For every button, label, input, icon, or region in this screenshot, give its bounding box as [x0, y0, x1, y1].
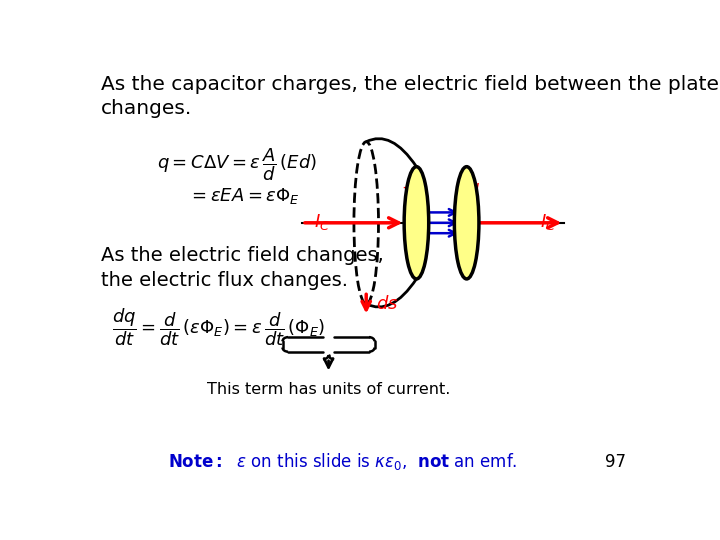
Text: As the electric field changes,
the electric flux changes.: As the electric field changes, the elect…	[101, 246, 384, 289]
Text: $q = C\Delta V = \varepsilon\,\dfrac{A}{d}\,(Ed)$: $q = C\Delta V = \varepsilon\,\dfrac{A}{…	[157, 146, 318, 183]
Text: This term has units of current.: This term has units of current.	[207, 382, 450, 397]
Text: 97: 97	[605, 453, 626, 471]
Text: $\dfrac{dq}{dt} = \dfrac{d}{dt}\,(\varepsilon\Phi_E) = \varepsilon\,\dfrac{d}{dt: $\dfrac{dq}{dt} = \dfrac{d}{dt}\,(\varep…	[112, 306, 325, 348]
Text: $+$: $+$	[405, 214, 423, 234]
Text: $-$: $-$	[459, 214, 477, 234]
Text: As the capacitor charges, the electric field between the plates
changes.: As the capacitor charges, the electric f…	[101, 75, 720, 118]
Text: $E$: $E$	[466, 214, 480, 233]
Text: $\mathbf{Note:}$  $\varepsilon$ on this slide is $\kappa\varepsilon_0$,  $\mathb: $\mathbf{Note:}$ $\varepsilon$ on this s…	[168, 451, 518, 472]
Text: $-q$: $-q$	[455, 180, 481, 199]
Text: $I_C$: $I_C$	[539, 212, 556, 232]
Text: $ds$: $ds$	[377, 295, 399, 313]
Text: $= \varepsilon EA = \varepsilon\Phi_E$: $= \varepsilon EA = \varepsilon\Phi_E$	[188, 186, 300, 206]
Ellipse shape	[404, 167, 428, 279]
Text: $I_C$: $I_C$	[313, 212, 330, 232]
Ellipse shape	[454, 167, 479, 279]
Text: $+q$: $+q$	[401, 180, 426, 199]
